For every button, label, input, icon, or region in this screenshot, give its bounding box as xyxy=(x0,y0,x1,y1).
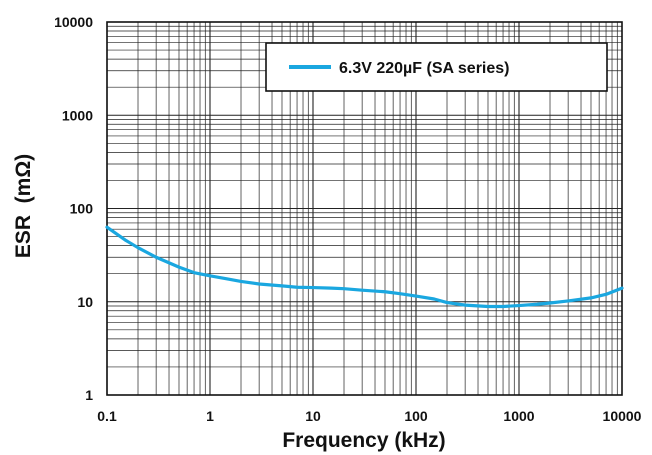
x-tick-label: 100 xyxy=(404,408,428,424)
legend-entry-label: 6.3V 220µF (SA series) xyxy=(339,60,510,77)
x-tick-label: 0.1 xyxy=(97,408,117,424)
plot-frame xyxy=(106,21,623,396)
x-tick-label: 1000 xyxy=(503,408,534,424)
y-tick-label: 100 xyxy=(70,201,94,217)
x-tick-label: 1 xyxy=(206,408,214,424)
series-layer xyxy=(105,225,624,309)
y-tick-label: 10 xyxy=(77,294,93,310)
x-axis-label: Frequency (kHz) xyxy=(282,429,445,452)
x-tick-labels: 0.1 1 10 100 1000 10000 xyxy=(97,408,641,424)
series-line-0 xyxy=(105,225,624,309)
y-tick-label: 10000 xyxy=(54,14,93,30)
legend: 6.3V 220µF (SA series) xyxy=(265,42,608,92)
y-tick-labels: 1 10 100 1000 10000 xyxy=(54,14,93,403)
y-tick-label: 1 xyxy=(85,387,93,403)
y-tick-label: 1000 xyxy=(62,107,93,123)
y-axis-label: ESR (mΩ) xyxy=(12,154,35,258)
x-tick-label: 10000 xyxy=(603,408,642,424)
x-tick-label: 10 xyxy=(305,408,321,424)
